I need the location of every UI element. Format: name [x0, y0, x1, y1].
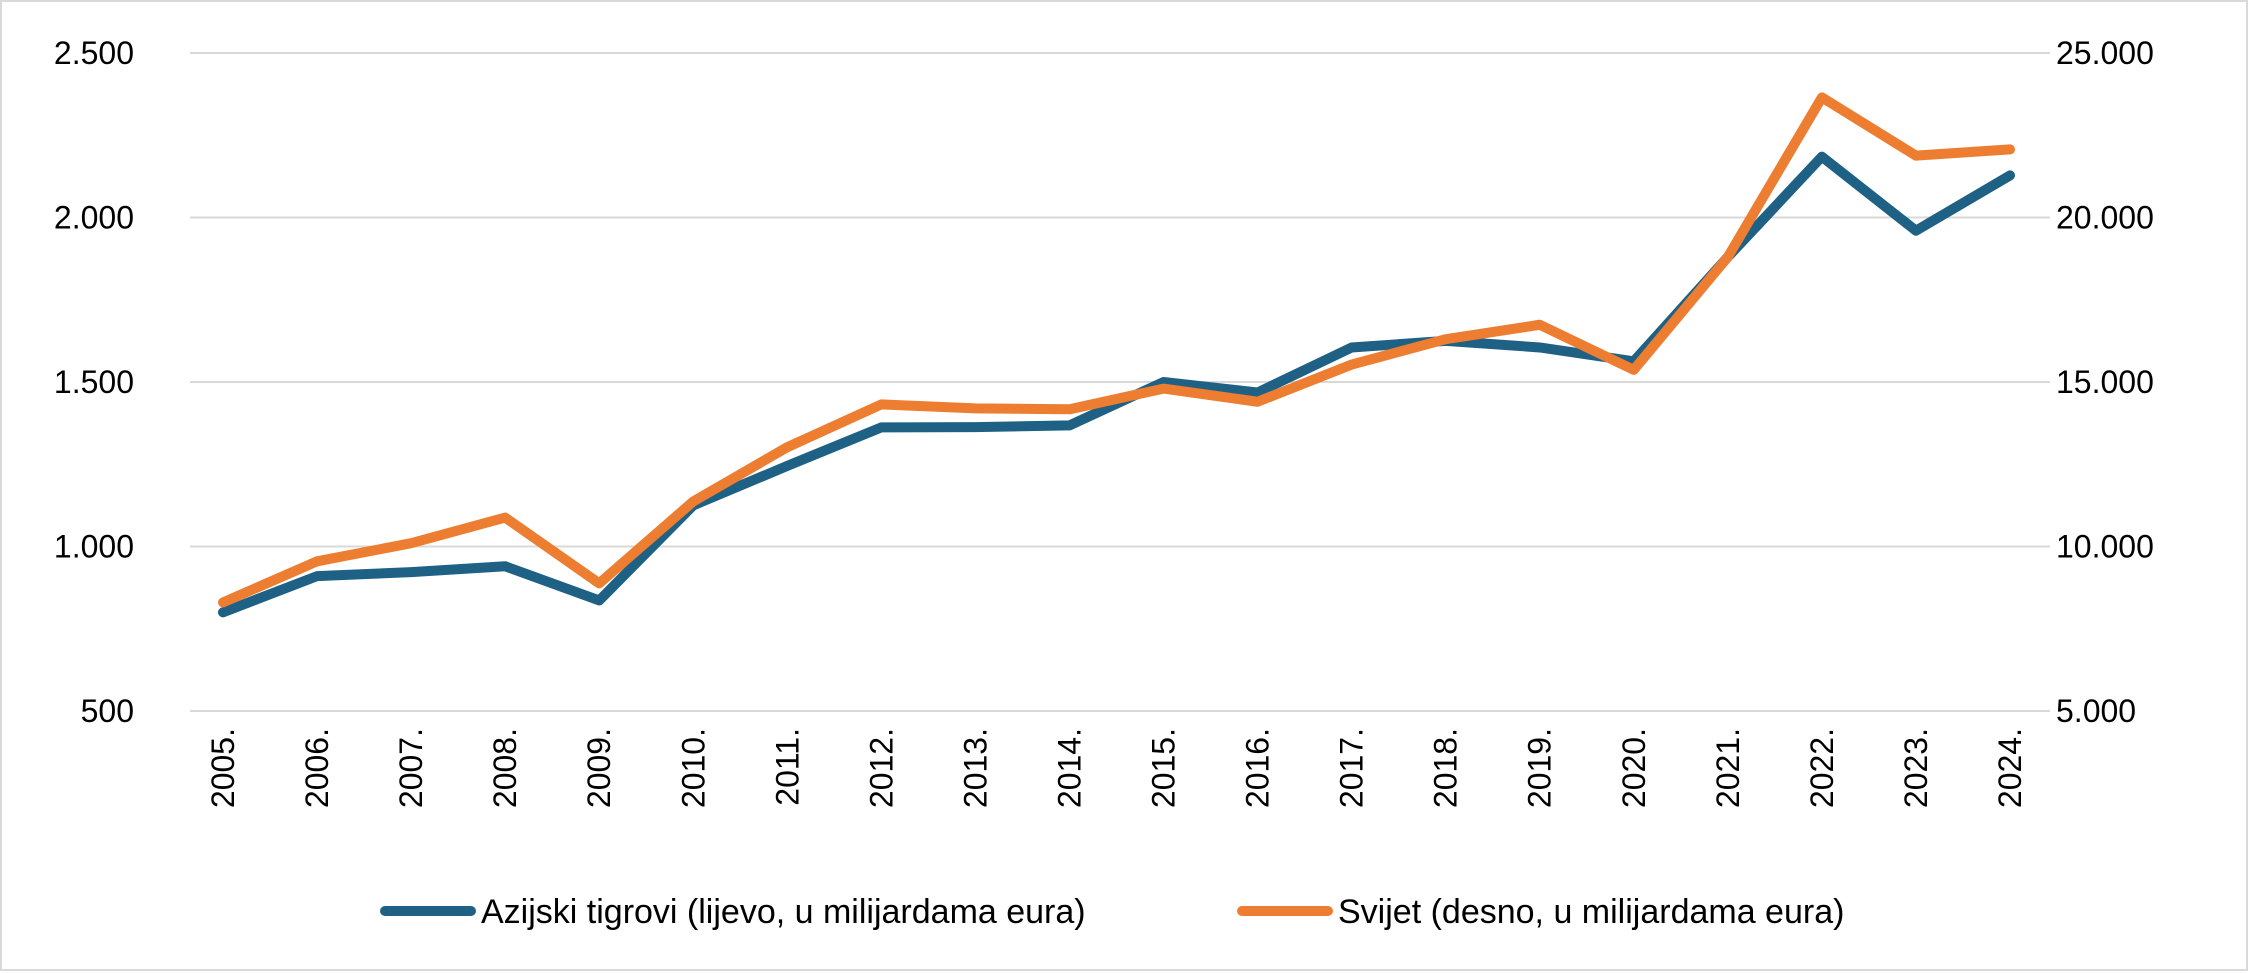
gridlines [190, 52, 2050, 712]
right-y-tick-label: 20.000 [2056, 200, 2154, 236]
x-tick-label: 2021. [1710, 728, 1746, 808]
x-tick-label: 2023. [1898, 728, 1934, 808]
right-y-tick-label: 5.000 [2056, 693, 2136, 729]
right-y-tick-label: 15.000 [2056, 364, 2154, 400]
x-tick-label: 2024. [1992, 728, 2028, 808]
x-tick-label: 2019. [1522, 728, 1558, 808]
series-lines [218, 92, 2015, 618]
x-tick-label: 2016. [1240, 728, 1276, 808]
x-tick-label: 2010. [675, 728, 711, 808]
x-tick-label: 2018. [1428, 728, 1464, 808]
x-tick-label: 2008. [487, 728, 523, 808]
left-y-tick-label: 1.500 [54, 364, 134, 400]
x-tick-label: 2017. [1334, 728, 1370, 808]
x-tick-label: 2015. [1146, 728, 1182, 808]
x-tick-label: 2005. [205, 728, 241, 808]
legend-label: Svijet (desno, u milijardama eura) [1338, 893, 1844, 931]
left-y-axis: 500 1.000 1.500 2.000 2.500 [54, 35, 134, 729]
x-axis: 2005. 2006. 2007. 2008. 2009. 2010. 2011. 2012.… [205, 728, 2028, 808]
legend-label: Azijski tigrovi (lijevo, u milijardama e… [481, 893, 1086, 931]
left-y-tick-label: 2.500 [54, 35, 134, 71]
left-y-tick-label: 2.000 [54, 200, 134, 236]
x-tick-label: 2011. [769, 728, 805, 806]
x-tick-label: 2006. [299, 728, 335, 808]
x-tick-label: 2007. [393, 728, 429, 808]
x-tick-label: 2009. [581, 728, 617, 808]
right-y-axis: 5.000 10.000 15.000 20.000 25.000 [2056, 35, 2154, 729]
x-tick-label: 2014. [1051, 728, 1087, 808]
right-y-tick-label: 10.000 [2056, 529, 2154, 565]
left-y-tick-label: 1.000 [54, 529, 134, 565]
x-tick-label: 2020. [1616, 728, 1652, 808]
left-y-tick-label: 500 [81, 693, 134, 729]
x-tick-label: 2022. [1804, 728, 1840, 808]
x-tick-label: 2012. [863, 728, 899, 808]
right-y-tick-label: 25.000 [2056, 35, 2154, 71]
legend: Azijski tigrovi (lijevo, u milijardama e… [380, 893, 1844, 931]
series-line-svijet [218, 92, 2015, 608]
x-tick-label: 2013. [957, 728, 993, 808]
